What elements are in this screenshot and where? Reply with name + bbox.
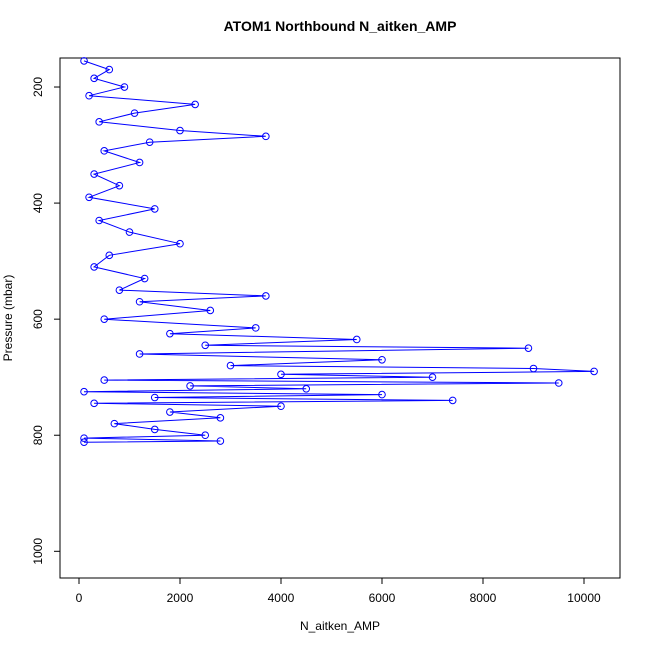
y-tick-label: 600 xyxy=(31,309,45,329)
data-point xyxy=(85,91,93,100)
data-point xyxy=(201,431,210,440)
data-point xyxy=(80,434,88,442)
data-point xyxy=(95,118,103,126)
chart-title: ATOM1 Northbound N_aitken_AMP xyxy=(224,18,457,34)
data-point xyxy=(216,414,225,422)
data-point xyxy=(95,216,103,225)
x-axis-label: N_aitken_AMP xyxy=(300,619,380,633)
x-tick-label: 2000 xyxy=(167,591,194,605)
data-point xyxy=(191,100,199,109)
data-point xyxy=(378,390,386,399)
data-point xyxy=(166,329,174,338)
data-point xyxy=(90,170,98,178)
data-point xyxy=(100,147,109,155)
data-line xyxy=(83,60,595,443)
data-point xyxy=(130,109,139,117)
data-point xyxy=(201,341,210,350)
x-tick-label: 10000 xyxy=(567,591,601,605)
data-point xyxy=(105,65,114,74)
data-point xyxy=(150,205,159,213)
data-point xyxy=(150,425,159,434)
data-point xyxy=(206,306,215,315)
data-point xyxy=(166,408,174,416)
data-point xyxy=(216,437,225,445)
data-point xyxy=(428,373,437,381)
y-tick-label: 1000 xyxy=(31,538,45,565)
data-point xyxy=(150,393,159,402)
y-tick-label: 400 xyxy=(31,193,45,213)
data-point xyxy=(352,335,361,344)
data-point xyxy=(125,228,134,236)
data-point xyxy=(110,419,119,428)
data-point xyxy=(251,324,260,332)
data-point xyxy=(145,138,154,146)
data-point xyxy=(80,57,88,65)
data-point xyxy=(105,251,114,260)
data-point xyxy=(115,181,124,190)
data-point xyxy=(90,399,98,408)
data-point xyxy=(176,239,184,248)
data-point xyxy=(135,158,144,167)
data-point xyxy=(524,344,533,352)
y-axis-label: Pressure (mbar) xyxy=(1,275,15,362)
x-tick-label: 4000 xyxy=(268,591,295,605)
data-point xyxy=(554,379,563,387)
data-point xyxy=(120,83,129,91)
data-point xyxy=(590,367,598,376)
data-point xyxy=(80,438,88,446)
x-tick-label: 6000 xyxy=(369,591,396,605)
data-point xyxy=(226,361,235,370)
data-point xyxy=(90,263,98,271)
data-point xyxy=(135,297,144,306)
data-point xyxy=(448,396,457,405)
data-point xyxy=(100,315,109,323)
data-point xyxy=(262,292,270,300)
data-point xyxy=(115,286,124,294)
plot-box xyxy=(59,57,621,579)
data-point xyxy=(186,382,194,390)
data-point xyxy=(277,370,285,379)
y-tick-label: 800 xyxy=(31,425,45,445)
data-point xyxy=(135,350,144,358)
data-point xyxy=(378,355,386,364)
data-point xyxy=(277,402,285,411)
data-point xyxy=(140,274,149,283)
x-tick-label: 8000 xyxy=(470,591,497,605)
y-tick-label: 200 xyxy=(31,77,45,97)
x-tick-label: 0 xyxy=(76,591,83,605)
data-point xyxy=(85,193,93,202)
data-point xyxy=(262,132,270,141)
data-point xyxy=(80,387,88,396)
data-point xyxy=(100,376,109,384)
data-point xyxy=(90,74,98,83)
data-point xyxy=(529,364,538,373)
data-point xyxy=(176,126,184,135)
data-point xyxy=(302,385,311,393)
